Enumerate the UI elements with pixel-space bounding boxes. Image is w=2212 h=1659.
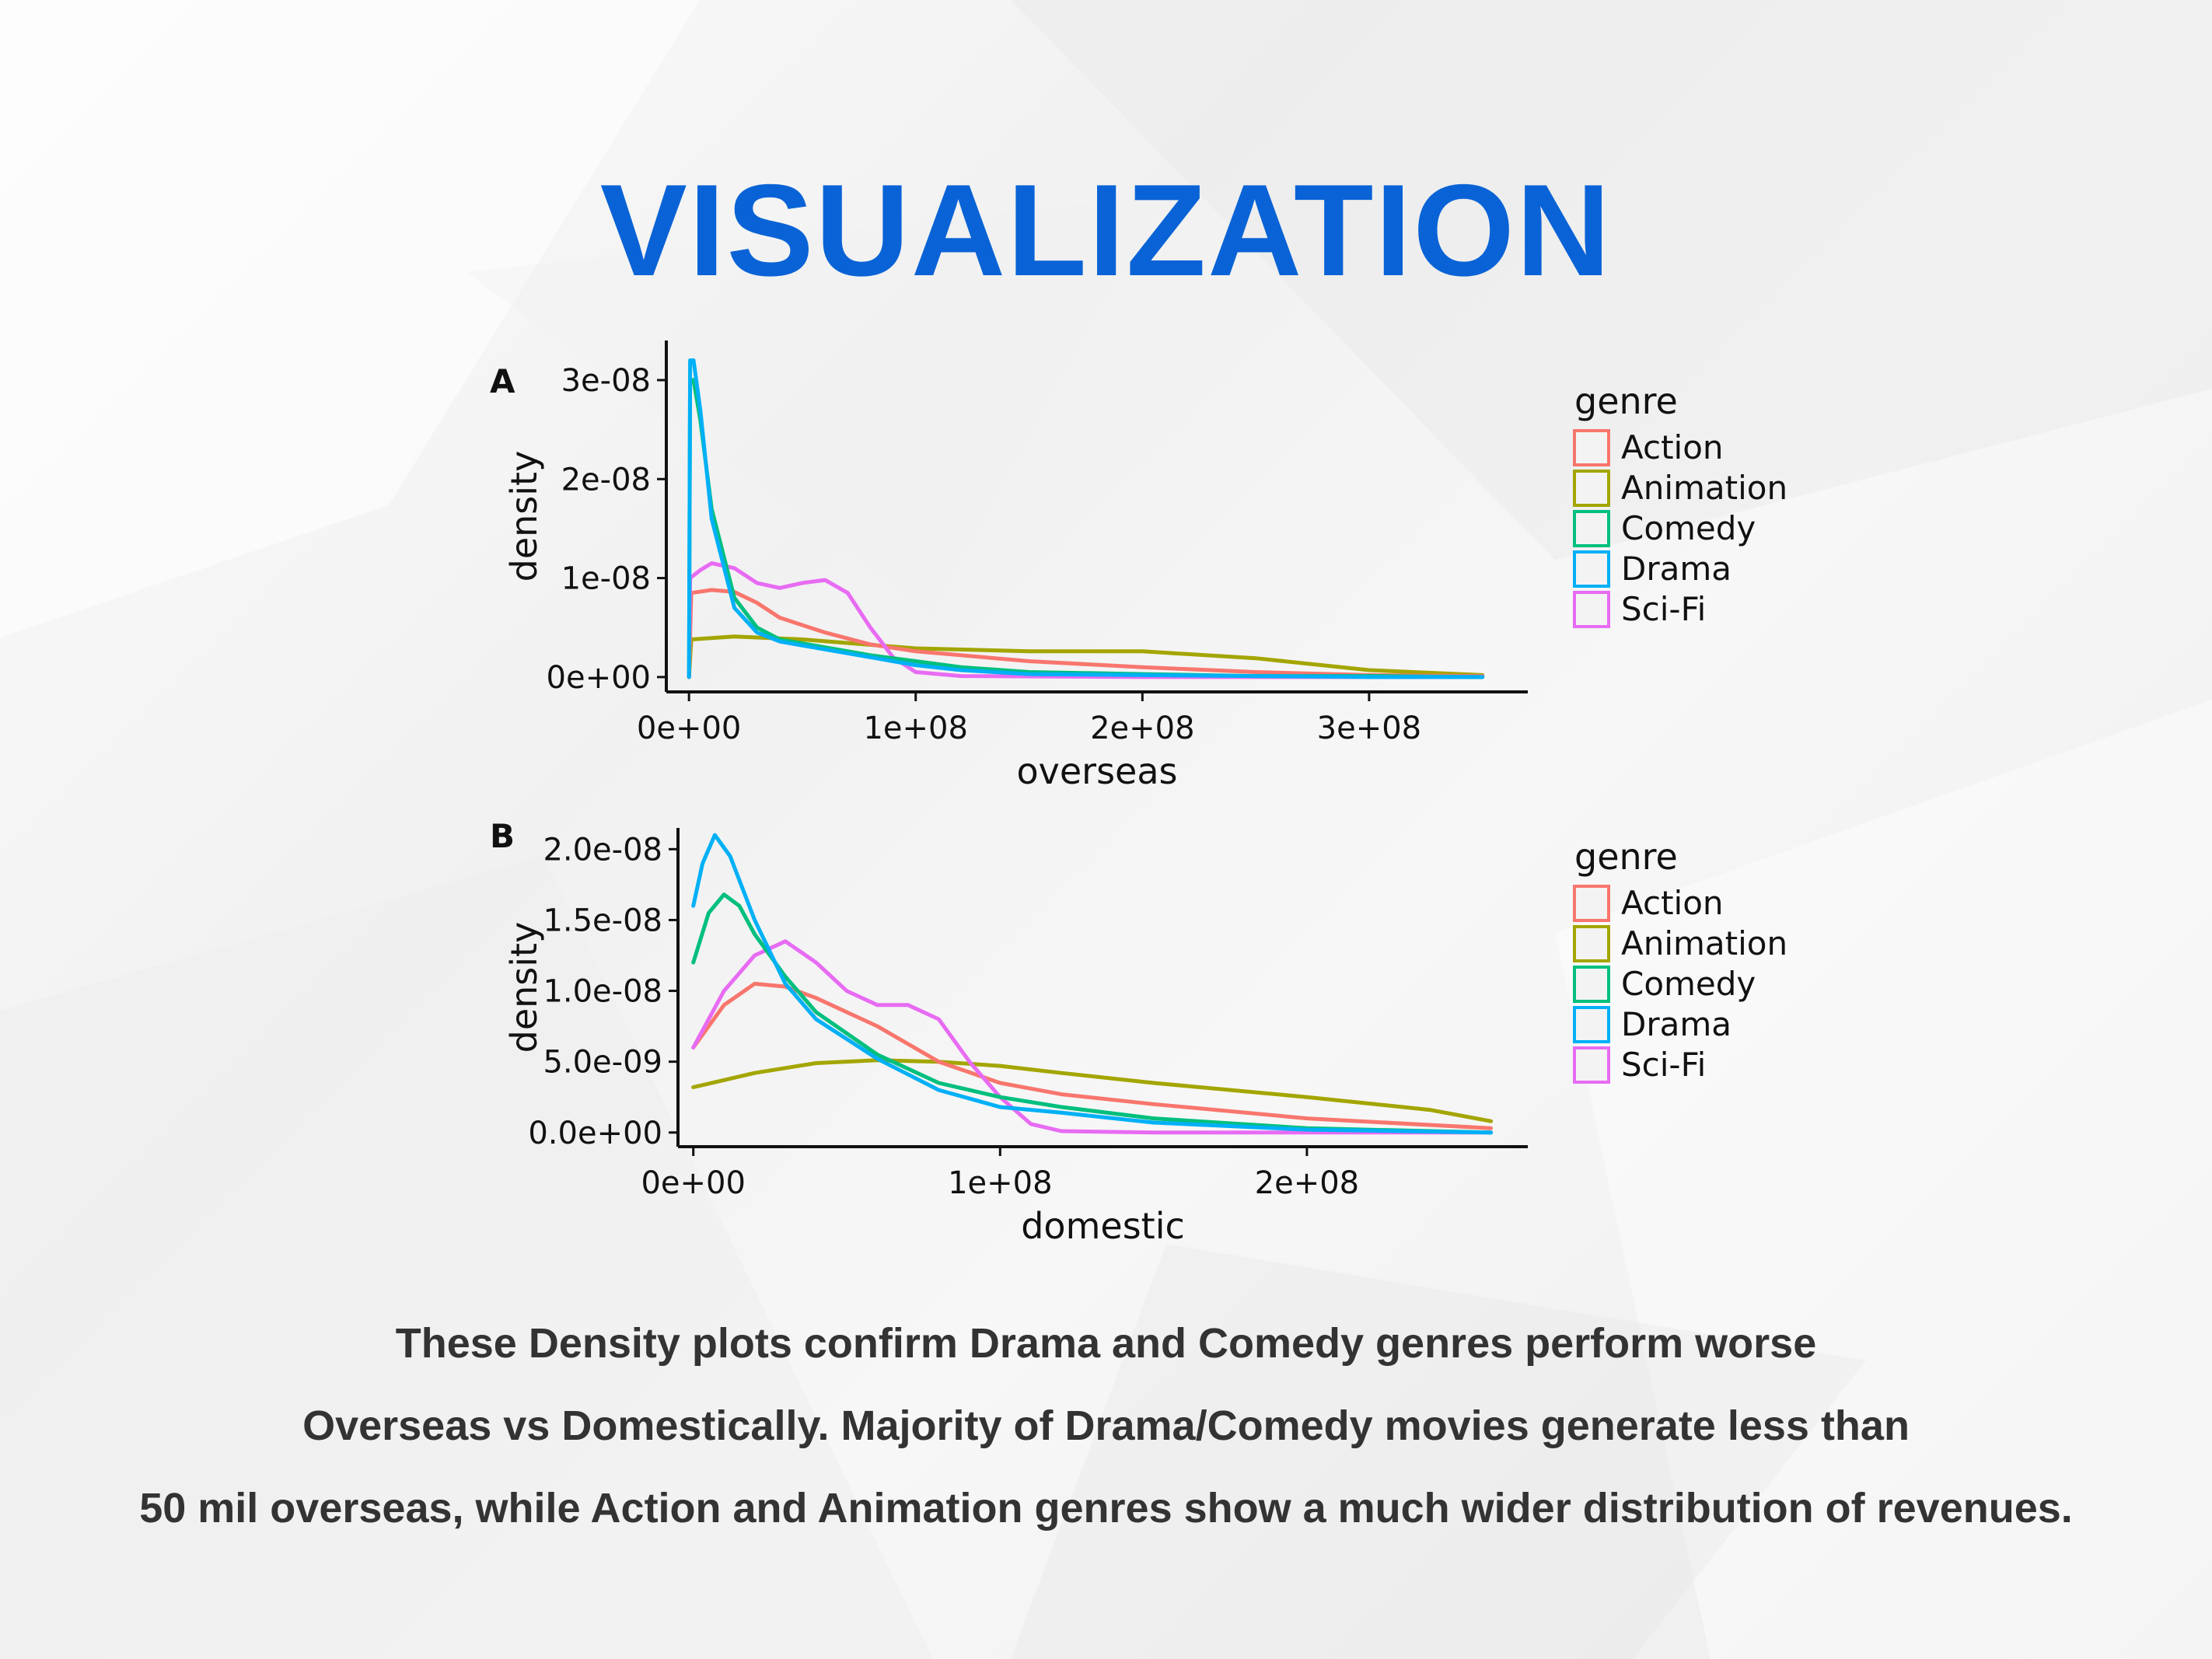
series-line-scifi: [687, 561, 1485, 679]
legend-title: genre: [1574, 380, 1678, 422]
slide-caption: These Density plots confirm Drama and Co…: [0, 1302, 2212, 1549]
x-axis-title: domestic: [1021, 1205, 1185, 1247]
series-line-animation: [687, 634, 1485, 679]
legend-label: Action: [1621, 428, 1724, 466]
legend-swatch: [1573, 470, 1610, 507]
x-tick-label: 0e+00: [637, 711, 741, 746]
x-tick-label: 1e+08: [863, 711, 967, 746]
legend-label: Drama: [1621, 550, 1732, 588]
legend-label: Drama: [1621, 1005, 1732, 1043]
legend-title: genre: [1574, 836, 1678, 878]
legend-label: Sci-Fi: [1621, 590, 1706, 628]
x-tick-label: 3e+08: [1317, 711, 1421, 746]
legend-label: Sci-Fi: [1621, 1046, 1706, 1084]
caption-line-1: These Density plots confirm Drama and Co…: [395, 1320, 1817, 1367]
series-line-comedy: [687, 378, 1485, 679]
legend-label: Comedy: [1621, 509, 1756, 547]
y-axis-title: density: [503, 451, 545, 582]
legend-swatch: [1573, 429, 1610, 466]
chart-panel-b: B 0.0e+00 5.0e-09 1.0e-08 1.5e-08 2.0e-08 0e+0…: [490, 817, 1787, 1247]
legend-swatch: [1573, 1046, 1610, 1084]
y-axis-title: density: [503, 922, 545, 1053]
x-tick-label: 2e+08: [1090, 711, 1194, 746]
series-line-action: [691, 981, 1494, 1130]
x-tick-label: 2e+08: [1255, 1165, 1359, 1201]
y-tick-label: 5.0e-09: [543, 1045, 662, 1081]
caption-line-3: 50 mil overseas, while Action and Animat…: [139, 1485, 2073, 1532]
series-line-action: [687, 588, 1485, 679]
legend-swatch: [1573, 1006, 1610, 1043]
y-tick-label: 3e-08: [561, 363, 651, 399]
y-tick-label: 0.0e+00: [528, 1116, 662, 1151]
legend-swatch: [1573, 966, 1610, 1003]
panel-label: A: [490, 362, 515, 400]
x-tick-label: 1e+08: [948, 1165, 1052, 1201]
caption-line-2: Overseas vs Domestically. Majority of Dr…: [302, 1402, 1910, 1449]
slide-title: VISUALIZATION: [599, 157, 1613, 303]
x-tick-label: 0e+00: [641, 1165, 745, 1201]
y-tick-label: 0e+00: [547, 660, 651, 696]
legend-label: Animation: [1621, 469, 1787, 507]
y-tick-label: 2.0e-08: [543, 832, 662, 868]
y-tick-label: 1.5e-08: [543, 903, 662, 938]
y-tick-label: 1.0e-08: [543, 974, 662, 1010]
legend-label: Animation: [1621, 924, 1787, 962]
x-axis-title: overseas: [1017, 750, 1178, 792]
legend-label: Action: [1621, 884, 1724, 922]
legend-swatch: [1573, 591, 1610, 628]
legend-swatch: [1573, 550, 1610, 588]
series-line-drama: [691, 833, 1494, 1135]
chart-panel-a: A 0e+00 1e-08 2e-08 3e-08 0e+00 1e+08 2e+08 3e+0…: [490, 341, 1787, 792]
legend-swatch: [1573, 885, 1610, 922]
series-line-drama: [687, 358, 1485, 679]
series-line-animation: [691, 1058, 1494, 1123]
series-line-comedy: [691, 892, 1494, 1135]
panel-label: B: [490, 817, 515, 855]
legend-swatch: [1573, 925, 1610, 962]
legend-label: Comedy: [1621, 965, 1756, 1003]
y-tick-label: 1e-08: [561, 561, 651, 597]
y-tick-label: 2e-08: [561, 462, 651, 498]
legend-swatch: [1573, 510, 1610, 547]
